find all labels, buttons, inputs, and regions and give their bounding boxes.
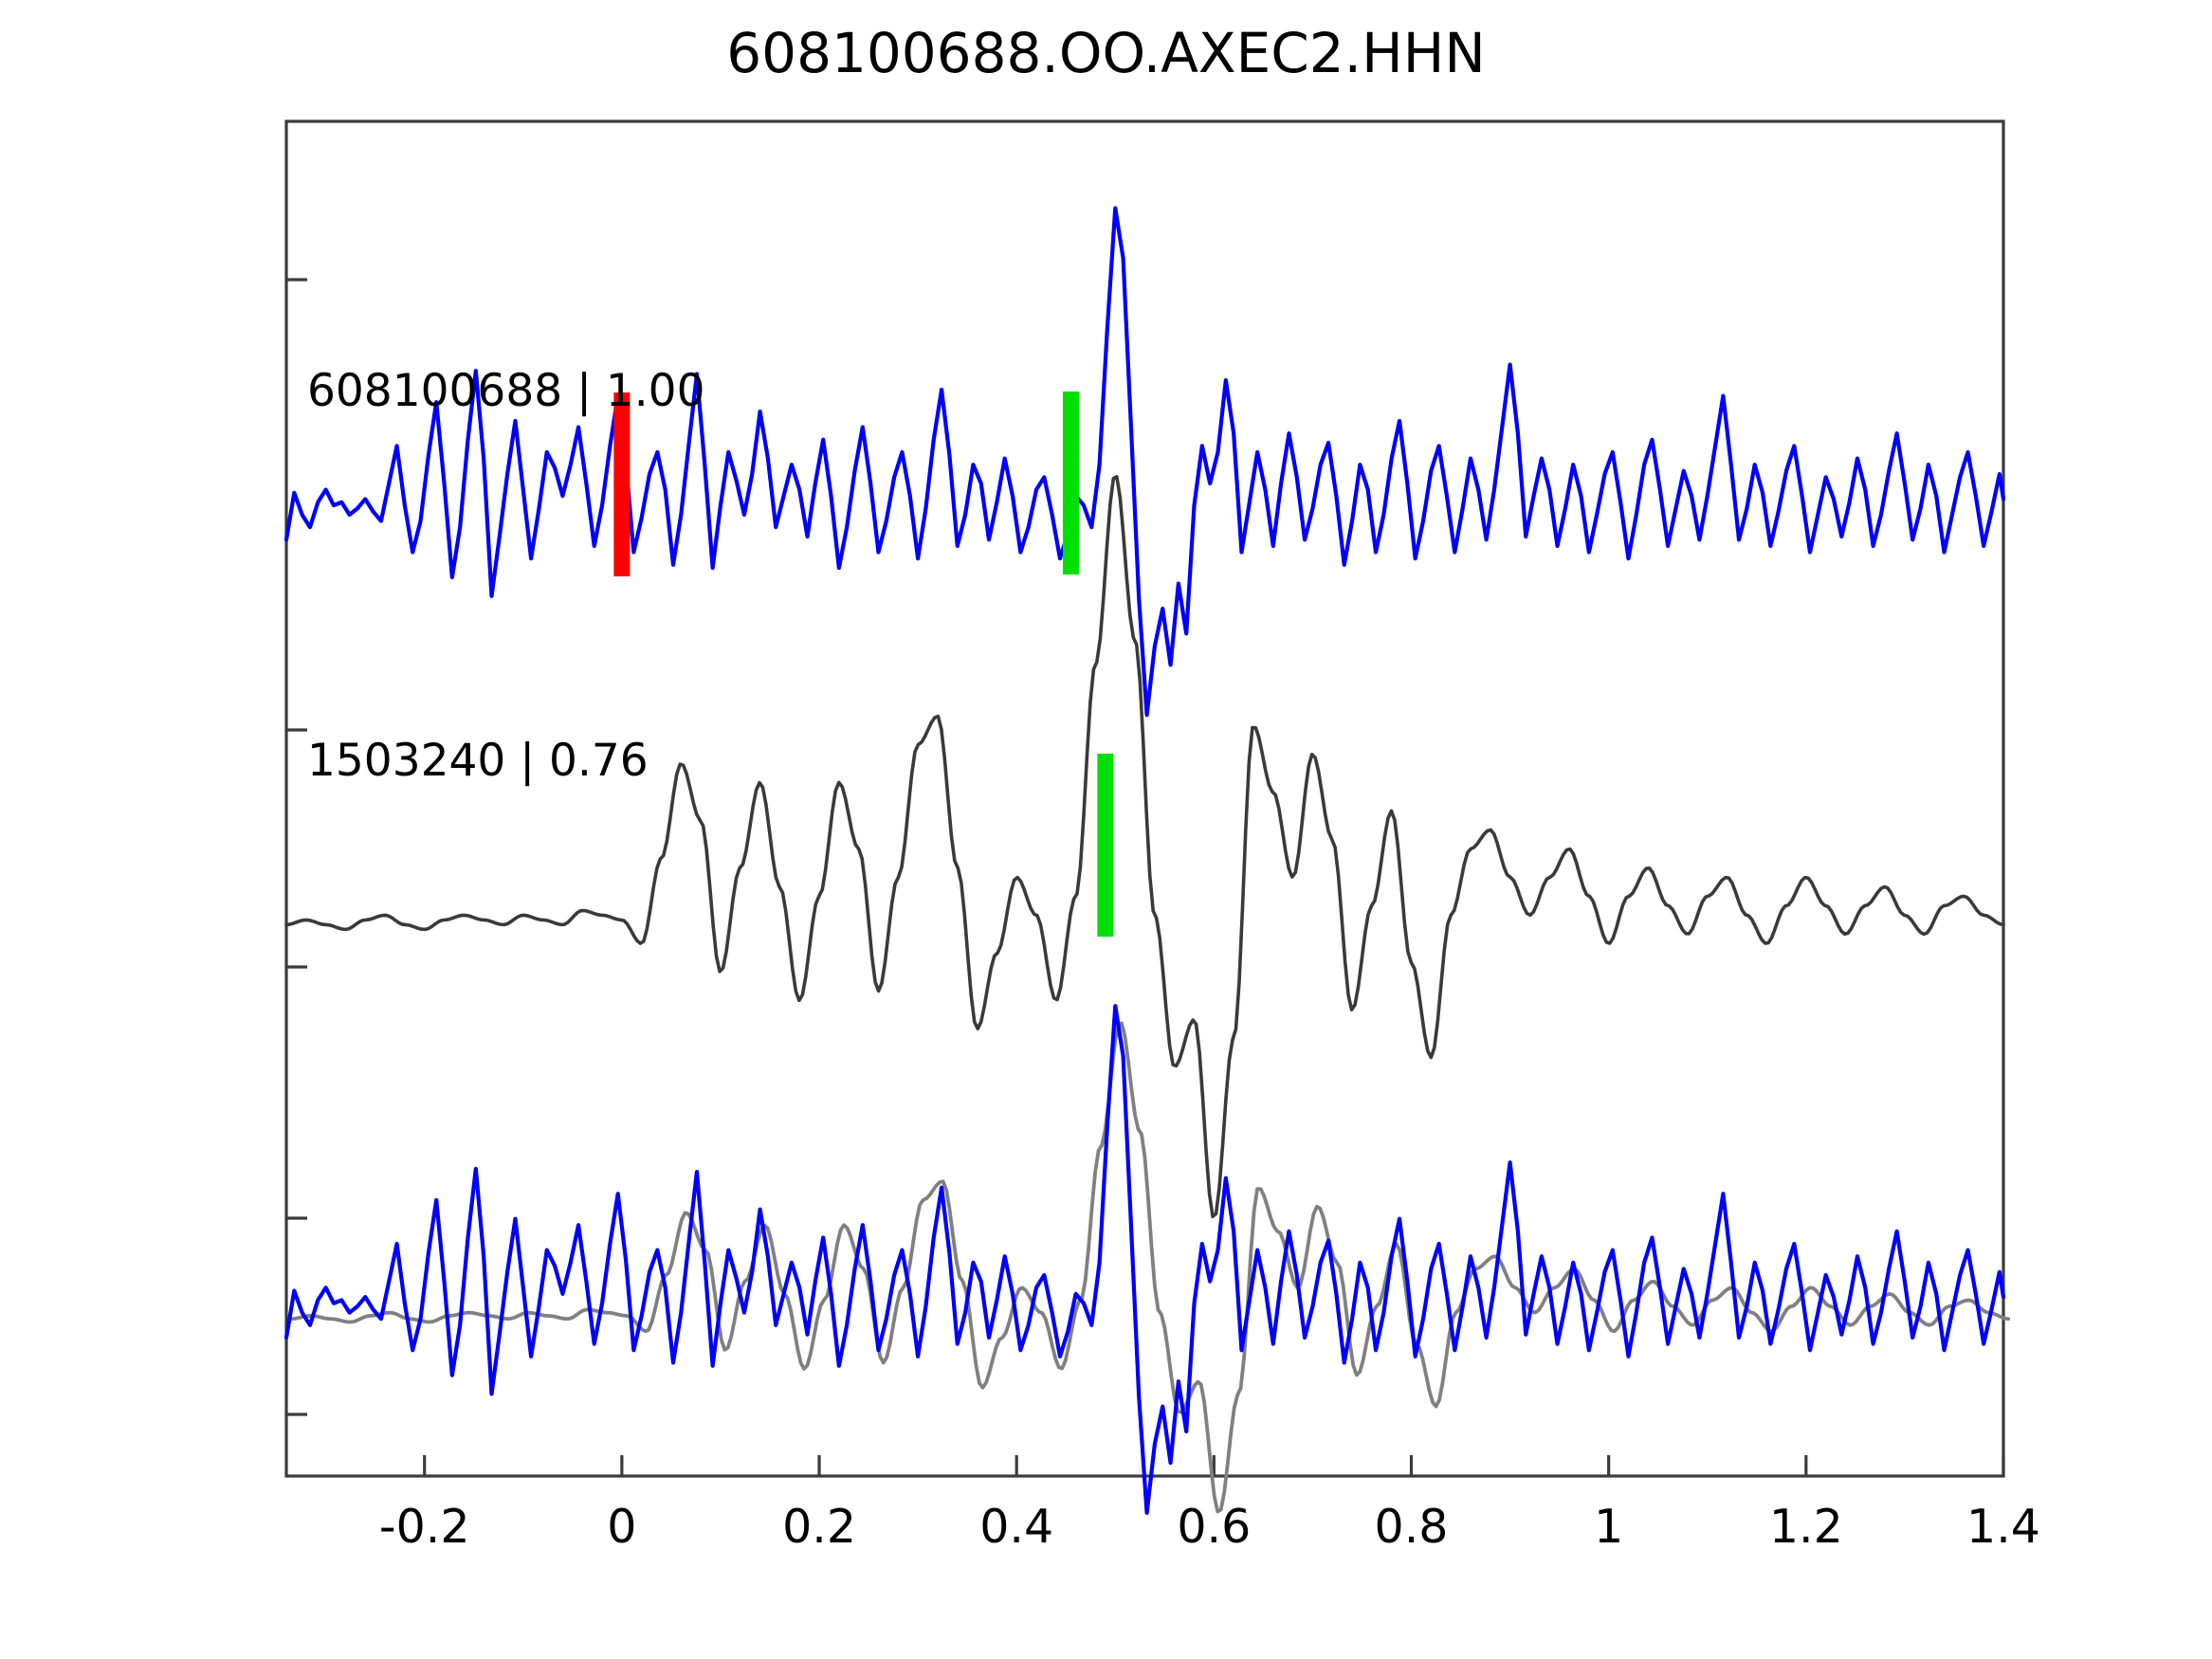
x-axis-ticks	[423, 1455, 2005, 1476]
x-tick-label: 0.8	[1375, 1500, 1449, 1554]
x-tick-label: 1.2	[1769, 1500, 1843, 1554]
top-trace-label: 608100688 | 1.00	[307, 365, 705, 417]
x-tick-label: 0.2	[782, 1500, 856, 1554]
template-waveform-top	[283, 206, 2006, 718]
overlay-template-waveform	[283, 1004, 2006, 1515]
x-axis-tick-labels: -0.2 0 0.2 0.4 0.6 0.8 1 1.2 1.4	[379, 1500, 2040, 1554]
overlay-detection-waveform	[289, 1021, 2011, 1514]
x-tick-label: -0.2	[379, 1500, 470, 1554]
y-axis-ticks	[286, 278, 307, 1416]
x-tick-label: 0	[607, 1500, 636, 1554]
middle-trace-label: 1503240 | 0.76	[307, 735, 649, 787]
x-tick-label: 0.6	[1177, 1500, 1251, 1554]
detection-waveform-middle	[284, 475, 2005, 1219]
x-tick-label: 0.4	[979, 1500, 1053, 1554]
x-tick-label: 1.4	[1966, 1500, 2040, 1554]
page-title: 608100688.OO.AXEC2.HHN	[726, 21, 1486, 85]
x-tick-label: 1	[1594, 1500, 1623, 1554]
